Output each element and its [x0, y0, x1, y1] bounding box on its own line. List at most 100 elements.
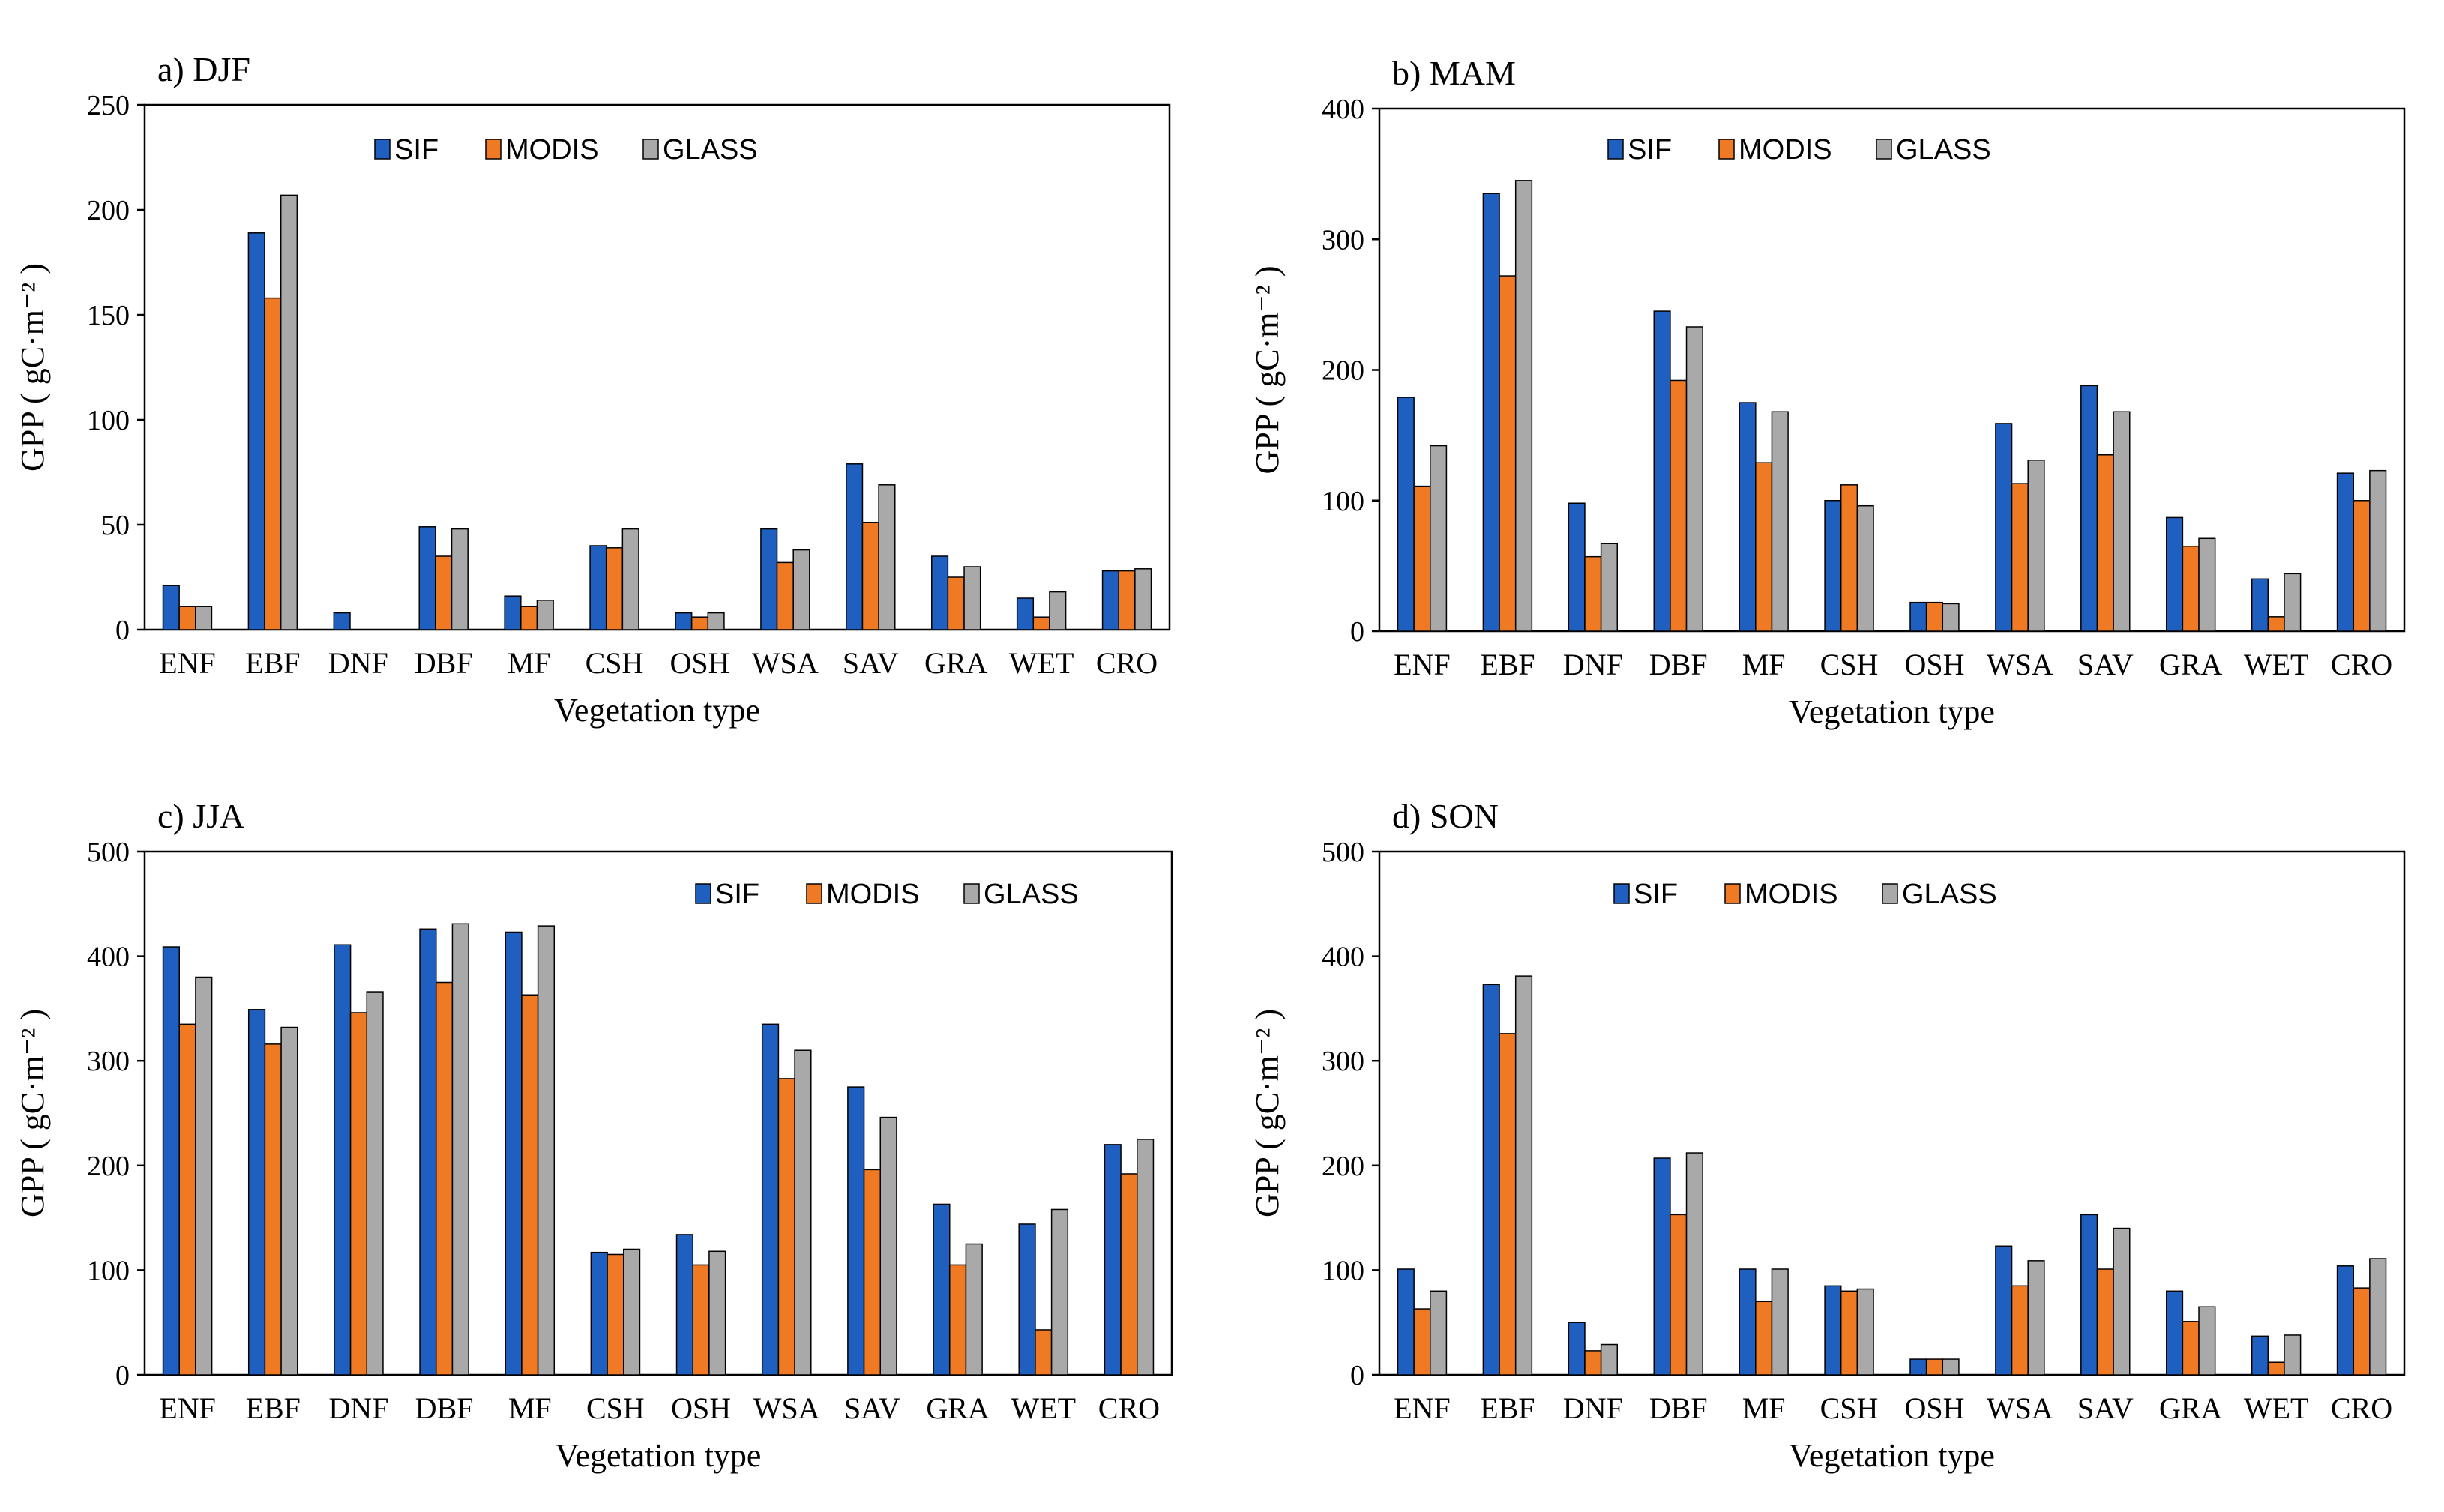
legend-swatch-sif — [1607, 139, 1624, 160]
y-tick-label: 0 — [1350, 1360, 1364, 1391]
y-tick-label: 100 — [87, 405, 130, 436]
plot-frame — [1378, 850, 2406, 1376]
y-tick-label: 200 — [87, 195, 130, 226]
bar-glass-enf — [195, 606, 213, 630]
legend-label-modis: MODIS — [505, 134, 599, 166]
plot-frame — [143, 850, 1173, 1376]
y-tick-label: 100 — [1322, 486, 1364, 517]
bar-modis-sav — [2096, 454, 2114, 632]
x-tick-label: MF — [1742, 648, 1786, 681]
x-tick-label: MF — [508, 1391, 552, 1425]
bar-sif-enf — [1397, 1268, 1415, 1376]
bar-sif-wet — [2251, 578, 2269, 632]
legend: SIF MODIS GLASS — [1613, 879, 1997, 910]
x-tick-label: OSH — [669, 646, 729, 680]
bar-modis-ebf — [1499, 275, 1517, 632]
bar-glass-wet — [2284, 1334, 2302, 1376]
y-tick-label: 100 — [87, 1255, 130, 1286]
bar-sif-ebf — [247, 1009, 266, 1376]
bar-sif-osh — [675, 1234, 693, 1376]
legend-label-sif: SIF — [715, 879, 759, 910]
bar-sif-dnf — [333, 612, 351, 630]
x-tick-label: WET — [1009, 646, 1074, 680]
x-tick-label: ENF — [1394, 1391, 1451, 1425]
x-axis-title: Vegetation type — [1789, 1437, 1995, 1474]
chart-title: a) DJF — [157, 50, 250, 88]
bar-sif-dbf — [1653, 1157, 1671, 1376]
bar-sif-wsa — [1995, 423, 2013, 632]
y-tick-label: 0 — [115, 1360, 130, 1391]
x-tick-label: EBF — [245, 646, 300, 680]
x-tick-label: WET — [1011, 1391, 1076, 1425]
bar-sif-gra — [2165, 1290, 2184, 1376]
bar-glass-wet — [2284, 573, 2302, 632]
legend-label-sif: SIF — [1634, 879, 1678, 910]
x-tick-label: SAV — [844, 1391, 900, 1425]
legend-swatch-sif — [1613, 883, 1630, 904]
bar-modis-enf — [178, 1023, 196, 1376]
y-tick-label: 200 — [1322, 355, 1364, 387]
x-tick-label: DNF — [1563, 1391, 1623, 1425]
legend-swatch-glass — [1876, 139, 1892, 160]
bar-sif-wsa — [760, 528, 778, 630]
legend-swatch-sif — [374, 139, 391, 160]
legend: SIF MODIS GLASS — [1607, 134, 1991, 166]
bar-glass-ebf — [280, 194, 298, 630]
bar-modis-dbf — [435, 555, 453, 630]
bar-modis-dbf — [435, 981, 454, 1376]
bar-glass-dnf — [366, 991, 384, 1376]
bar-modis-osh — [692, 1264, 710, 1376]
bar-glass-sav — [879, 1116, 897, 1376]
bar-modis-gra — [2182, 1321, 2200, 1376]
legend-label-sif: SIF — [1628, 134, 1672, 166]
x-tick-label: WSA — [752, 646, 819, 680]
x-tick-label: MF — [1742, 1391, 1786, 1425]
x-tick-label: EBF — [246, 1391, 301, 1425]
bar-glass-gra — [965, 1243, 983, 1376]
bar-sif-osh — [1909, 601, 1927, 632]
bar-modis-csh — [1840, 1290, 1858, 1376]
bar-sif-osh — [1909, 1358, 1927, 1376]
bar-glass-dbf — [1685, 326, 1703, 632]
bar-glass-cro — [1134, 568, 1152, 630]
y-tick-label: 50 — [101, 510, 130, 541]
y-tick-label: 400 — [87, 942, 130, 973]
legend-swatch-sif — [695, 883, 711, 904]
bar-glass-sav — [878, 484, 896, 630]
x-tick-label: WET — [2244, 648, 2309, 681]
y-tick-label: 0 — [115, 615, 130, 646]
x-tick-label: CSH — [586, 1391, 645, 1425]
y-tick-label: 500 — [87, 837, 130, 868]
legend: SIF MODIS GLASS — [374, 134, 758, 166]
bar-modis-wet — [1035, 1329, 1053, 1376]
bar-modis-cro — [1120, 1173, 1138, 1376]
bar-modis-wsa — [2011, 483, 2029, 632]
chart-title: c) JJA — [157, 797, 244, 835]
bar-sif-cro — [1104, 1144, 1122, 1376]
bar-sif-ebf — [1482, 193, 1500, 632]
bar-modis-cro — [1118, 570, 1136, 630]
bar-glass-wsa — [794, 1049, 812, 1376]
bar-sif-wsa — [761, 1023, 780, 1376]
legend: SIF MODIS GLASS — [695, 879, 1079, 910]
bar-modis-wsa — [2011, 1285, 2029, 1376]
bar-sif-wsa — [1995, 1245, 2013, 1376]
x-tick-label: DBF — [1649, 648, 1708, 681]
bar-sif-dnf — [1568, 1322, 1586, 1376]
y-tick-label: 200 — [87, 1151, 130, 1182]
bar-sif-cro — [2336, 472, 2354, 632]
legend-label-modis: MODIS — [826, 879, 920, 910]
x-tick-label: DNF — [328, 1391, 388, 1425]
bar-glass-dnf — [1600, 543, 1619, 632]
x-tick-label: WET — [2244, 1391, 2309, 1425]
bar-sif-gra — [2165, 516, 2184, 632]
bar-sif-mf — [505, 931, 523, 1376]
bar-glass-mf — [536, 600, 554, 630]
bar-sif-cro — [1101, 570, 1119, 630]
bar-modis-mf — [1755, 1301, 1773, 1376]
y-tick-label: 400 — [1322, 942, 1364, 973]
chart-title: b) MAM — [1392, 54, 1516, 92]
bar-glass-dnf — [1600, 1343, 1619, 1376]
chart-panel-mam: b) MAM 0 100 200 300 400 GPP ( gC·m⁻² ) Vegetat… — [1249, 54, 2406, 730]
bar-glass-gra — [2198, 1306, 2216, 1376]
